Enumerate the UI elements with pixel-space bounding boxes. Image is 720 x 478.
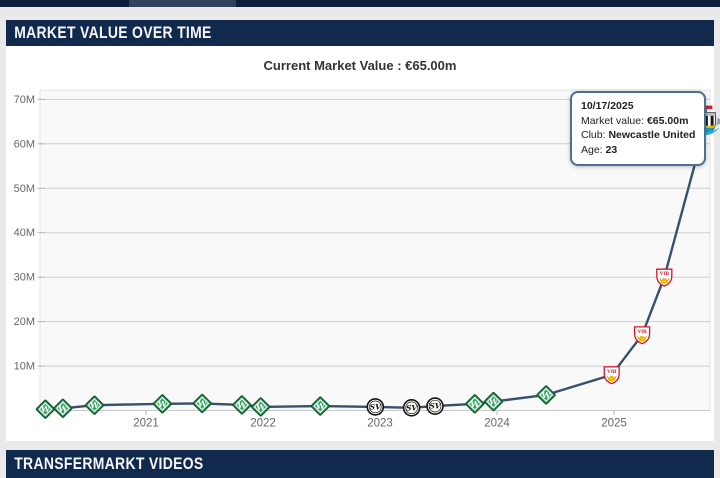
marker-vfb-stuttgart-crest[interactable]: VfB bbox=[603, 366, 620, 385]
tooltip-club: Newcastle United bbox=[608, 129, 696, 142]
market-value-section-header: MARKET VALUE OVER TIME bbox=[6, 20, 714, 46]
marker-vfb-stuttgart-crest[interactable]: VfB bbox=[656, 268, 673, 287]
marker-sv-elversberg-crest[interactable]: SV bbox=[366, 398, 385, 416]
y-tick-label: 50M bbox=[14, 183, 35, 195]
y-tick-label: 10M bbox=[14, 361, 35, 373]
y-tick-label: 40M bbox=[14, 227, 35, 239]
marker-werder-bremen-crest[interactable]: W bbox=[84, 395, 105, 415]
svg-text:W: W bbox=[157, 399, 168, 409]
svg-text:SV: SV bbox=[406, 403, 418, 412]
marker-werder-bremen-crest[interactable]: W bbox=[53, 398, 73, 418]
svg-text:W: W bbox=[488, 397, 499, 407]
svg-text:SV: SV bbox=[370, 403, 382, 412]
tooltip-date: 10/17/2025 bbox=[581, 100, 634, 112]
marker-sv-elversberg-crest[interactable]: SV bbox=[402, 398, 421, 417]
x-tick-label: 2024 bbox=[484, 418, 510, 430]
marker-werder-bremen-crest[interactable]: W bbox=[465, 394, 485, 414]
marker-werder-bremen-crest[interactable]: W bbox=[310, 396, 330, 416]
marker-werder-bremen-crest[interactable]: W bbox=[232, 395, 252, 415]
svg-text:W: W bbox=[236, 400, 247, 410]
svg-text:W: W bbox=[469, 399, 480, 409]
current-market-value-title: Current Market Value : €65.00m bbox=[263, 58, 457, 73]
svg-text:W: W bbox=[541, 390, 552, 400]
y-tick-label: 60M bbox=[14, 138, 35, 150]
section-title: MARKET VALUE OVER TIME bbox=[14, 23, 212, 42]
marker-werder-bremen-crest[interactable]: W bbox=[192, 393, 212, 413]
marker-werder-bremen-crest[interactable]: W bbox=[536, 385, 556, 405]
svg-text:W: W bbox=[255, 402, 266, 412]
y-tick-label: 20M bbox=[14, 316, 35, 328]
y-tick-label: 70M bbox=[14, 94, 35, 106]
marker-werder-bremen-crest[interactable]: W bbox=[152, 394, 172, 414]
marker-werder-bremen-crest[interactable]: W bbox=[483, 392, 504, 412]
tooltip-market-value-row: Market value: €65.00m bbox=[581, 114, 689, 127]
videos-section-header: TRANSFERMARKT VIDEOS bbox=[6, 450, 714, 478]
svg-text:SV: SV bbox=[429, 402, 441, 411]
marker-vfb-stuttgart-crest[interactable]: VfB bbox=[633, 326, 651, 345]
x-tick-label: 2023 bbox=[367, 418, 393, 430]
svg-text:W: W bbox=[197, 398, 208, 408]
top-nav-bar bbox=[0, 0, 720, 7]
chart-tooltip: 10/17/2025 Market value: €65.00m Club: N… bbox=[570, 91, 707, 166]
svg-text:VfB: VfB bbox=[660, 271, 670, 277]
marker-sv-elversberg-crest[interactable]: SV bbox=[426, 397, 444, 415]
marker-werder-bremen-crest[interactable]: W bbox=[35, 399, 55, 419]
tooltip-age: 23 bbox=[605, 144, 618, 157]
marker-werder-bremen-crest[interactable]: W bbox=[251, 397, 271, 417]
svg-text:W: W bbox=[57, 403, 68, 413]
tooltip-club-row: Club: Newcastle United bbox=[581, 129, 696, 142]
x-tick-label: 2022 bbox=[250, 418, 276, 430]
top-nav-active-tab[interactable] bbox=[129, 0, 236, 7]
svg-text:VfB: VfB bbox=[607, 369, 617, 375]
svg-text:VfB: VfB bbox=[637, 329, 647, 335]
tooltip-market-value: €65.00m bbox=[646, 114, 689, 127]
svg-text:W: W bbox=[40, 404, 51, 414]
x-tick-label: 2025 bbox=[601, 418, 627, 430]
y-tick-label: 30M bbox=[14, 272, 35, 284]
svg-text:W: W bbox=[315, 401, 326, 411]
section-title: TRANSFERMARKT VIDEOS bbox=[14, 454, 204, 473]
svg-text:W: W bbox=[89, 400, 100, 410]
x-tick-label: 2021 bbox=[133, 418, 159, 430]
tooltip-age-row: Age: 23 bbox=[581, 144, 618, 157]
